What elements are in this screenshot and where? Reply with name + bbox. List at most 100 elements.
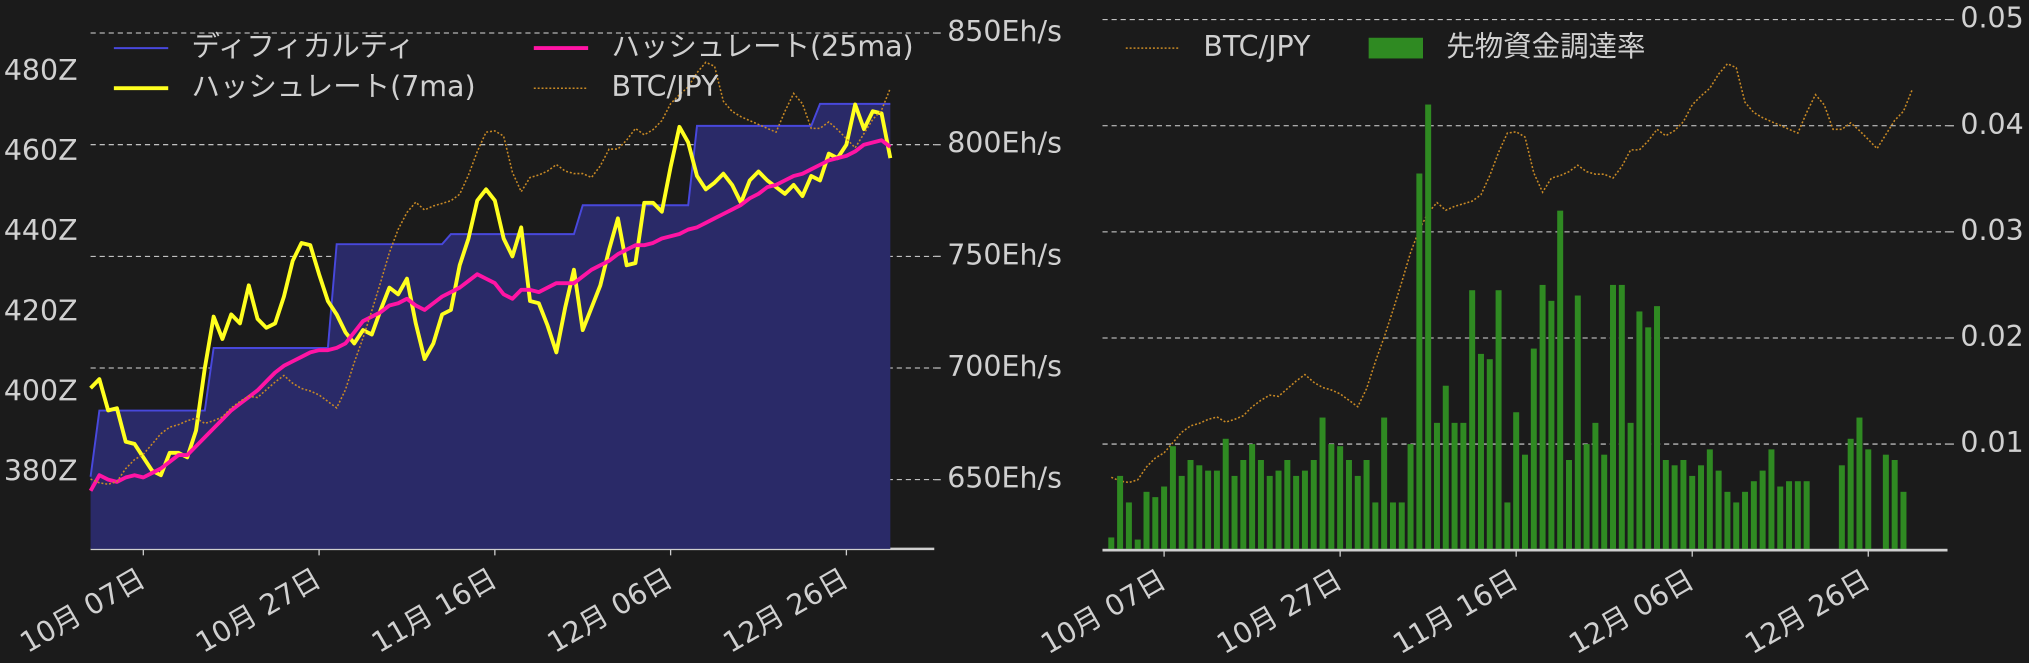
bar [1486, 359, 1493, 551]
bar [1882, 454, 1889, 551]
y-tick-label: 700Eh/s [947, 350, 1062, 383]
bar [1680, 459, 1687, 551]
bar [1125, 502, 1132, 551]
x-tick-label: 10月 07日 [1035, 563, 1171, 661]
bar [1689, 475, 1696, 551]
bar [1786, 481, 1793, 551]
y-tick-label: 0.01 [1960, 426, 2023, 459]
dotted-line [90, 61, 892, 486]
bar [1856, 417, 1863, 551]
bar [1742, 491, 1749, 551]
x-tick-label: 12月 06日 [1563, 563, 1699, 661]
legend-label: 先物資金調達率 [1446, 30, 1645, 63]
x-tick-label: 10月 07日 [14, 562, 150, 660]
bar [1838, 465, 1845, 551]
bar [1425, 104, 1432, 551]
bar [1891, 459, 1898, 551]
panel: 380Z 400Z 420Z 440Z 460Z 480Z 650Eh/s 700Eh/s 75… [4, 15, 1062, 659]
bar [1627, 422, 1634, 551]
y-tick-label: 0.04 [1960, 108, 2023, 141]
bar [1504, 502, 1511, 551]
bar [1354, 475, 1361, 551]
bar [1143, 491, 1150, 551]
bar [1266, 475, 1273, 551]
legend: BTC/JPY 先物資金調達率 [1125, 30, 1645, 63]
legend-label: BTC/JPY [611, 70, 719, 103]
bar [1794, 481, 1801, 551]
bar [1293, 475, 1300, 551]
x-tick-label: 12月 26日 [718, 562, 854, 660]
bar [1205, 470, 1212, 551]
bar [1117, 475, 1124, 551]
y-tick-label: 380Z [4, 455, 78, 488]
legend-label: ハッシュレート(25ma) [611, 30, 913, 63]
bar [1645, 327, 1652, 551]
bar [1566, 459, 1572, 551]
bar [1398, 502, 1405, 551]
bar [1372, 502, 1379, 551]
bar [1662, 459, 1669, 551]
bar [1275, 470, 1282, 551]
y-tick-label: 0.02 [1960, 320, 2023, 353]
bar [1169, 446, 1176, 551]
bar [1328, 444, 1335, 551]
bar [1610, 284, 1616, 551]
bar [1249, 444, 1256, 551]
bar [1222, 438, 1229, 551]
bar [1284, 459, 1291, 551]
bar [1231, 475, 1238, 551]
area-line [89, 102, 891, 477]
bar [1521, 454, 1528, 551]
bar [1416, 173, 1423, 551]
bar [1671, 465, 1678, 551]
line [88, 138, 892, 492]
bar [1178, 475, 1185, 551]
bar [1152, 497, 1159, 551]
bar [1477, 353, 1484, 551]
bar [1319, 417, 1326, 551]
bar [1301, 470, 1308, 551]
y-tick-label: 850Eh/s [947, 15, 1062, 48]
bar [1724, 491, 1731, 551]
bar [1548, 300, 1555, 551]
bar [1847, 438, 1854, 551]
bar [1715, 470, 1722, 551]
y-tick-label: 480Z [4, 54, 78, 87]
y-tick-label: 750Eh/s [947, 238, 1062, 271]
bar [1733, 502, 1740, 551]
y-tick-label: 0.05 [1960, 2, 2023, 35]
bar [1407, 444, 1414, 551]
legend-label: BTC/JPY [1203, 30, 1311, 63]
bar [1636, 311, 1643, 551]
bar [1460, 422, 1467, 551]
bar [1530, 348, 1537, 551]
bar [1240, 459, 1247, 551]
bar [1213, 470, 1220, 551]
bar [1363, 459, 1370, 551]
bar [1539, 284, 1546, 551]
x-tick-label: 12月 26日 [1739, 563, 1875, 661]
bar [1108, 537, 1115, 551]
bar [1706, 449, 1713, 551]
line [89, 102, 893, 478]
y-tick-label: 400Z [4, 375, 78, 408]
y-tick-label: 650Eh/s [947, 462, 1062, 495]
x-tick-label: 11月 16日 [1387, 563, 1523, 661]
y-tick-label: 460Z [4, 134, 78, 167]
y-tick-label: 0.03 [1960, 214, 2023, 247]
bar [1759, 470, 1766, 551]
bar [1618, 284, 1625, 551]
x-tick-label: 10月 27日 [1211, 563, 1347, 661]
bar [1187, 459, 1194, 551]
bar [1698, 465, 1705, 551]
bar [1389, 502, 1396, 551]
legend-label: ハッシュレート(7ma) [192, 70, 476, 103]
legend-label: ディフィカルティ [192, 30, 415, 63]
x-tick-label: 12月 06日 [542, 562, 678, 660]
y-tick-label: 420Z [4, 294, 78, 327]
bar [1337, 446, 1344, 551]
bar [1601, 454, 1608, 551]
